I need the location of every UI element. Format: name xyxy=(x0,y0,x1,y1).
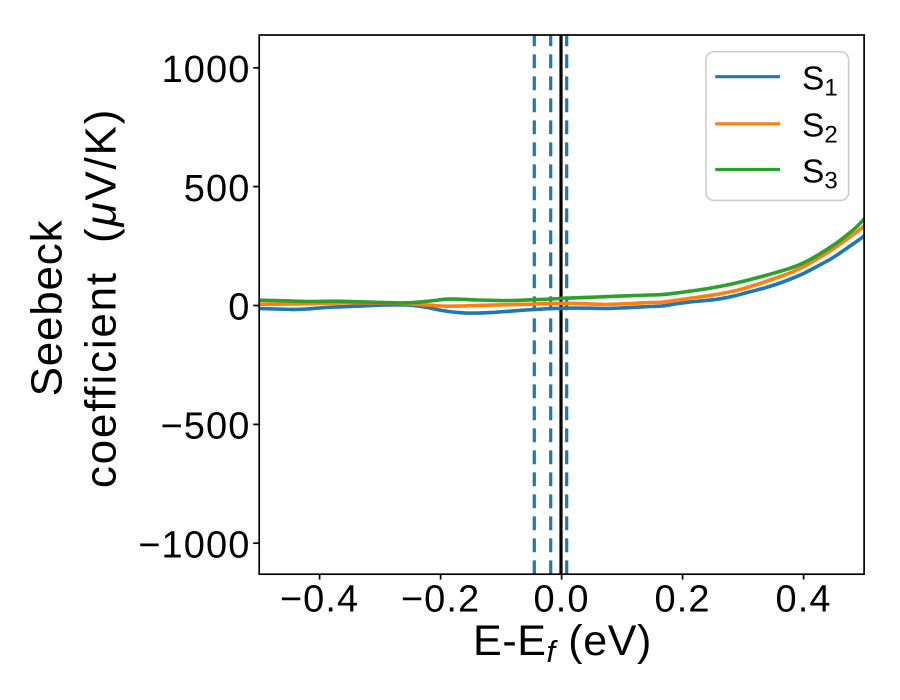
svg-text:−1000: −1000 xyxy=(138,524,250,566)
svg-text:1000: 1000 xyxy=(162,49,251,91)
svg-text:−0.4: −0.4 xyxy=(280,579,359,621)
svg-text:0.4: 0.4 xyxy=(776,579,832,621)
svg-text:0.2: 0.2 xyxy=(655,579,711,621)
svg-text:−0.2: −0.2 xyxy=(401,579,480,621)
svg-text:E-Ef (eV): E-Ef (eV) xyxy=(473,617,652,669)
svg-text:coefficient (μV/K): coefficient (μV/K) xyxy=(77,108,126,488)
svg-text:Seebeck: Seebeck xyxy=(23,219,72,396)
svg-text:S3: S3 xyxy=(802,153,838,194)
svg-text:0: 0 xyxy=(228,287,250,329)
svg-text:−500: −500 xyxy=(161,406,251,448)
svg-text:500: 500 xyxy=(184,168,251,210)
svg-text:0.0: 0.0 xyxy=(534,579,590,621)
